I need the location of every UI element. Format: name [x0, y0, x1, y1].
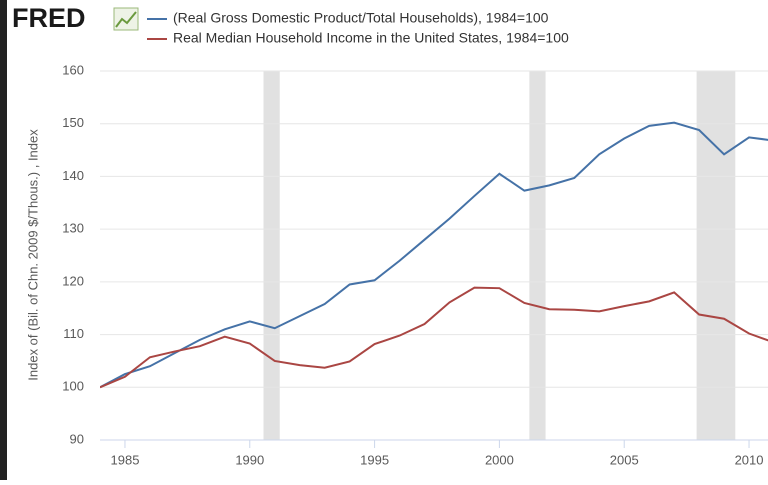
y-tick-label: 130 — [62, 221, 84, 236]
x-tick-label: 2005 — [610, 452, 639, 467]
recession-band — [263, 71, 280, 440]
logo: FRED — [12, 3, 86, 33]
x-tick-label: 1990 — [235, 452, 264, 467]
y-tick-label: 150 — [62, 115, 84, 130]
legend-label: Real Median Household Income in the Unit… — [173, 30, 569, 46]
series-line — [100, 286, 768, 389]
legend-label: (Real Gross Domestic Product/Total House… — [173, 10, 549, 26]
x-tick-label: 1985 — [111, 452, 140, 467]
series-line — [100, 121, 768, 389]
y-tick-label: 90 — [70, 431, 84, 446]
x-tick-label: 1995 — [360, 452, 389, 467]
logo-icon — [113, 7, 139, 31]
y-tick-label: 100 — [62, 379, 84, 394]
x-tick-label: 2000 — [485, 452, 514, 467]
y-axis-label: Index of (Bil. of Chn. 2009 $/Thous.) , … — [25, 129, 40, 381]
frame-edge — [0, 0, 7, 480]
recession-band — [696, 71, 736, 440]
x-tick-label: 2010 — [735, 452, 764, 467]
recession-band — [529, 71, 546, 440]
y-tick-label: 160 — [62, 62, 84, 77]
y-tick-label: 140 — [62, 168, 84, 183]
y-tick-label: 120 — [62, 273, 84, 288]
y-tick-label: 110 — [63, 326, 84, 341]
